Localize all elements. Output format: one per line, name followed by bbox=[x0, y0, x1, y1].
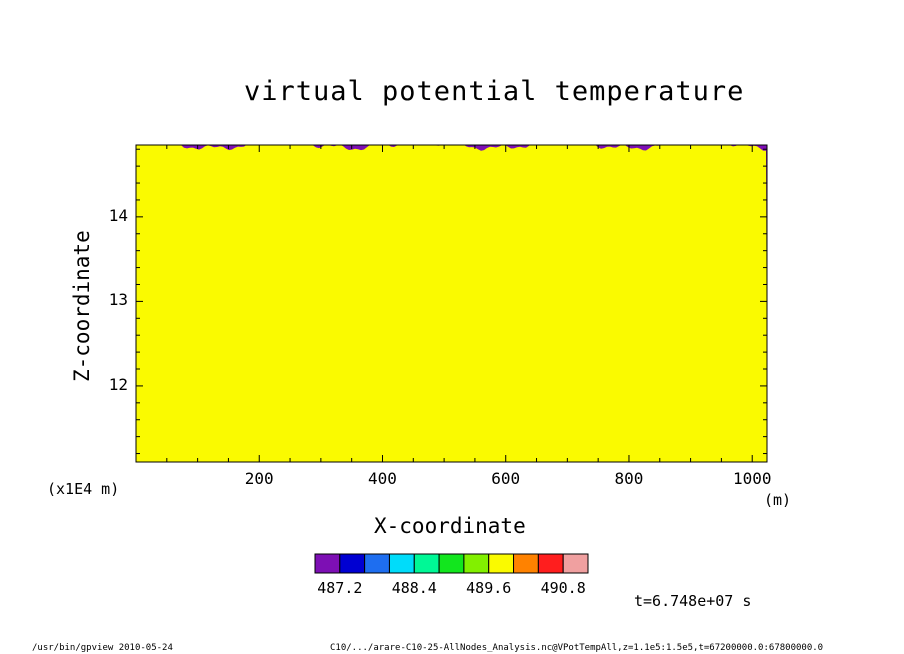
axis-ticks bbox=[136, 145, 767, 462]
colorbar-swatch bbox=[488, 553, 515, 574]
x-tick-label: 400 bbox=[368, 469, 397, 488]
y-axis-label: Z-coordinate bbox=[70, 230, 94, 382]
y-tick-label: 12 bbox=[108, 374, 128, 394]
band-6 bbox=[136, 145, 767, 462]
colorbar-swatch bbox=[413, 553, 440, 574]
y-axis-unit: (x1E4 m) bbox=[47, 480, 120, 498]
colorbar-swatch bbox=[364, 553, 390, 574]
plot-border bbox=[135, 144, 768, 463]
colorbar-label: 490.8 bbox=[540, 579, 586, 597]
contour-bands bbox=[136, 145, 767, 462]
time-label: t=6.748e+07 s bbox=[634, 592, 752, 610]
y-tick-label: 13 bbox=[108, 290, 128, 310]
colorbar-swatch bbox=[463, 553, 490, 574]
colorbar-swatch bbox=[562, 553, 589, 574]
colorbar-swatch bbox=[388, 553, 415, 574]
colorbar-swatch bbox=[314, 553, 341, 574]
y-tick-label: 14 bbox=[108, 205, 128, 225]
x-tick-label: 600 bbox=[491, 469, 521, 488]
chart-title: virtual potential temperature bbox=[244, 76, 745, 107]
colorbar-swatch bbox=[513, 553, 539, 574]
x-tick-label: 800 bbox=[614, 469, 644, 488]
colorbar-swatch bbox=[537, 553, 564, 574]
colorbar-swatch bbox=[339, 553, 366, 574]
x-axis-label: X-coordinate bbox=[374, 514, 526, 538]
colorbar bbox=[314, 553, 589, 574]
x-tick-label: 1000 bbox=[732, 469, 772, 488]
colorbar-label: 487.2 bbox=[317, 579, 363, 597]
x-tick-label: 200 bbox=[244, 469, 274, 488]
plot-frame bbox=[135, 144, 768, 463]
colorbar-swatch bbox=[438, 553, 465, 574]
colorbar-label: 488.4 bbox=[391, 579, 437, 597]
colorbar-label: 489.6 bbox=[466, 579, 512, 597]
footer-left: /usr/bin/gpview 2010-05-24 bbox=[32, 643, 173, 653]
x-axis-unit: (m) bbox=[764, 491, 792, 509]
footer-right: C10/.../arare-C10-25-AllNodes_Analysis.n… bbox=[330, 643, 824, 653]
